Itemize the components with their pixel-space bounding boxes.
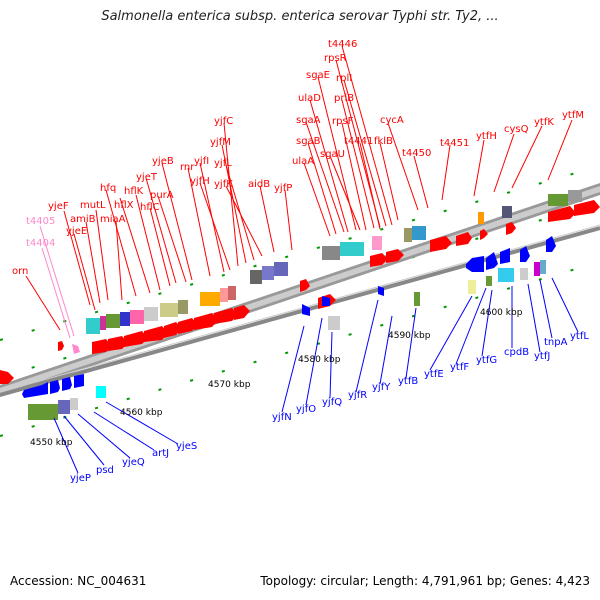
map-title: Salmonella enterica subsp. enterica sero… <box>101 9 499 24</box>
trna-genes[interactable] <box>72 344 80 354</box>
forward-leader-lines <box>25 45 573 331</box>
accession-text: Accession: NC_004631 <box>10 574 147 588</box>
trna-leader-lines <box>39 225 75 339</box>
forward-color-blocks <box>86 190 582 334</box>
reverse-leader-lines <box>53 277 579 474</box>
reverse-color-blocks <box>28 260 546 420</box>
reverse-genes[interactable] <box>22 236 556 398</box>
summary-text: Topology: circular; Length: 4,791,961 bp… <box>260 574 590 588</box>
